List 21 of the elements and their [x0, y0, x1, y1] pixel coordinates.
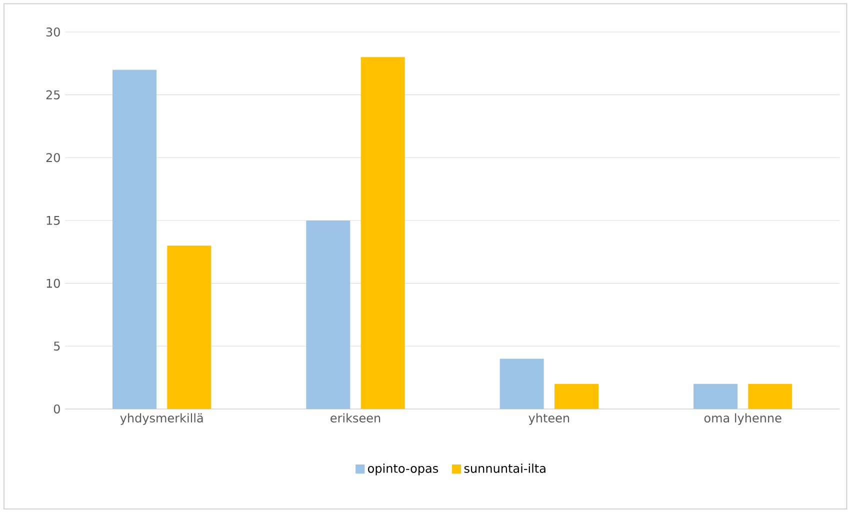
- y-tick-label: 25: [46, 90, 60, 100]
- y-tick-label: 10: [46, 278, 60, 288]
- bar: [554, 384, 598, 409]
- bar: [112, 70, 157, 409]
- bar: [694, 384, 738, 409]
- y-tick-label: 0: [54, 404, 60, 414]
- bar: [306, 220, 350, 409]
- bar: [748, 384, 792, 409]
- bar: [167, 246, 212, 409]
- y-tick-label: 15: [46, 216, 60, 225]
- y-tick-label: 30: [46, 27, 60, 37]
- x-tick-label: erikseen: [330, 413, 380, 423]
- legend-label: opinto-opas: [368, 464, 438, 476]
- bar: [360, 57, 405, 409]
- bar: [500, 358, 544, 409]
- y-tick-label: 20: [46, 153, 60, 162]
- x-tick-label: yhteen: [528, 413, 570, 425]
- x-tick-label: yhdysmerkillä: [120, 413, 203, 425]
- legend-label: sunnuntai-ilta: [464, 464, 546, 473]
- y-tick-label: 5: [54, 342, 60, 351]
- x-tick-label: oma lyhenne: [704, 413, 782, 425]
